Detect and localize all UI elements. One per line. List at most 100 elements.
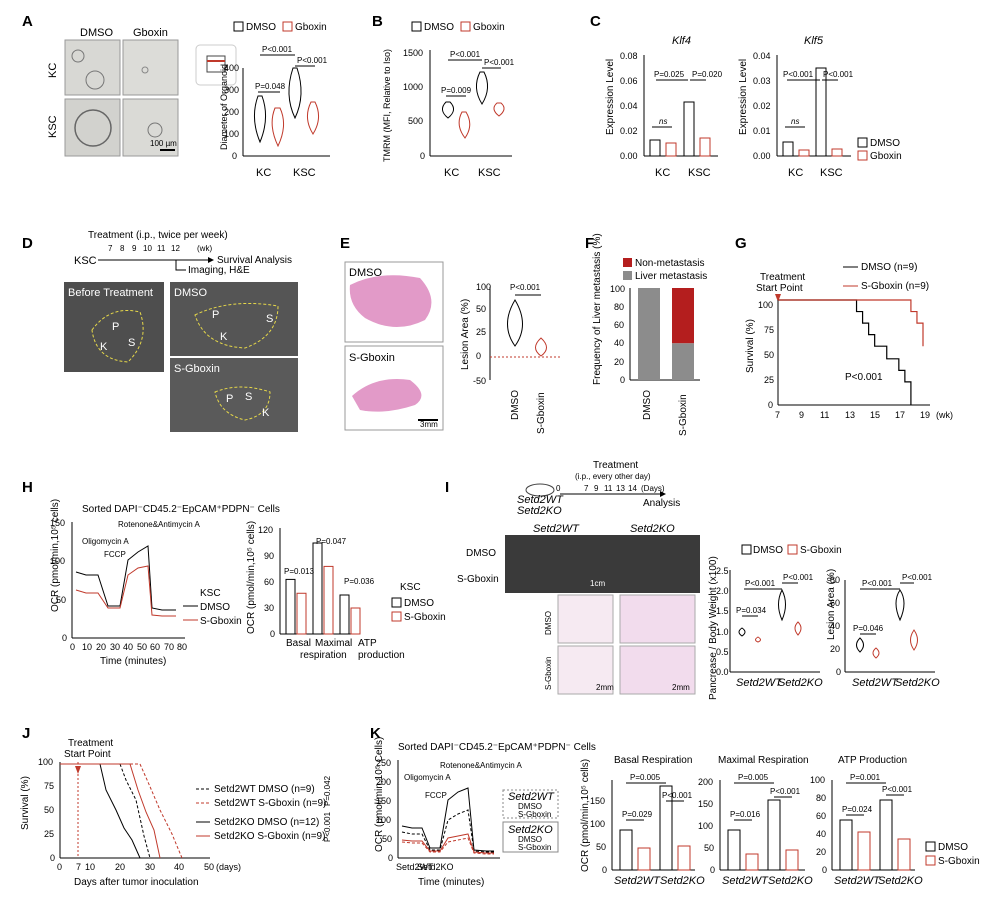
f-bar-met [672, 343, 694, 380]
h-bar [350, 607, 361, 635]
f-xtick-sgboxin: S-Gboxin [678, 394, 689, 436]
i-analysis: Analysis [643, 498, 680, 509]
i-day: 13 [616, 484, 625, 493]
k-ytick: 200 [376, 777, 391, 787]
k1-bar [677, 845, 691, 871]
k3-xtick-wt: Setd2WT [834, 875, 881, 887]
b-ytick: 1000 [403, 82, 423, 92]
i-row-sgboxin: S-Gboxin [457, 574, 499, 585]
h-bar-xtick2: respiration [300, 650, 347, 661]
h-ytick: 100 [50, 556, 65, 566]
d-label-p3: P [226, 393, 233, 405]
k1-pval: P=0.029 [622, 810, 653, 819]
h-legend-dmso: DMSO [200, 602, 230, 613]
k1-xtick-wt: Setd2WT [614, 875, 661, 887]
e-violin [535, 337, 547, 357]
c2-ytick: 0.00 [753, 151, 771, 161]
d-label-p: P [112, 321, 119, 333]
c2-bar [831, 148, 843, 157]
c1-bar [665, 142, 677, 157]
k-ytick: 150 [376, 796, 391, 806]
j-xtick: 20 [115, 862, 125, 872]
i-he-ko-sgboxin [619, 645, 696, 695]
k1-ytick: 150 [590, 796, 605, 806]
a-violin [288, 67, 302, 120]
h-xtick: 70 [164, 642, 174, 652]
k-bar-ylabel: OCR (pmol/min,10⁵ cells) [580, 759, 591, 872]
i2-violin [856, 637, 864, 653]
k-line-wt-dmso [401, 809, 494, 853]
d-outline [194, 302, 279, 349]
k1-ytick: 50 [596, 842, 606, 852]
k2-pval: P=0.016 [730, 810, 761, 819]
b-xtick-kc: KC [444, 167, 459, 179]
c1-bar [683, 101, 695, 157]
h-bar-ytick: 30 [264, 603, 274, 613]
i-ylabel2: Lesion Area (%) [826, 569, 837, 640]
b-ylabel: TMRM (MFI, Relative to Iso) [382, 49, 392, 162]
mouse-icon [525, 483, 555, 497]
j-xtick: 50 [204, 862, 214, 872]
k-ytick: 50 [382, 834, 392, 844]
h-xtick: 20 [96, 642, 106, 652]
d-outline [91, 310, 144, 363]
panel-letter-e: E [340, 235, 350, 252]
h-pval: P=0.047 [316, 537, 347, 546]
d-day: 9 [132, 244, 137, 253]
e-ytick: 50 [476, 304, 486, 314]
h-xtick: 10 [82, 642, 92, 652]
j-xunit: (days) [216, 862, 241, 872]
i-he-wt-dmso [557, 594, 614, 644]
k2-xtick-ko: Setd2KO [768, 875, 813, 887]
i1-violin [755, 636, 761, 643]
a-pval: P<0.001 [297, 56, 328, 65]
h-pval: P=0.036 [344, 577, 375, 586]
h-ytick: 0 [62, 633, 67, 643]
g-xtick: 13 [845, 410, 855, 420]
i1-ytick: 2.5 [716, 566, 729, 576]
c1-bar [699, 137, 711, 157]
panel-c: Klf4 Klf5 Expression Level 0.00 0.02 0.0… [605, 35, 902, 179]
b-legend-dmso: DMSO [424, 22, 454, 33]
a-scalebar-label: 100 µm [150, 139, 177, 148]
e-ytick: 0 [476, 351, 481, 361]
c2-pval: ns [791, 117, 799, 126]
i2-violin [910, 629, 918, 651]
panel-g: Treatment Start Point DMSO (n=9) S-Gboxi… [745, 262, 953, 420]
c1-xtick-ksc: KSC [688, 167, 711, 179]
j-annot-2: Start Point [64, 749, 111, 760]
k1-ytick: 100 [590, 819, 605, 829]
g-annot-1: Treatment [760, 272, 805, 283]
i-scalebar3: 2mm [672, 683, 690, 692]
f-legend-nonmet: Non-metastasis [635, 258, 704, 269]
k-legend-sgboxin-box [925, 855, 936, 866]
j-curve-wt-dmso [60, 763, 151, 859]
i2-ytick: 20 [830, 644, 840, 654]
g-curve-0 [778, 299, 912, 405]
a-col-dmso: DMSO [80, 27, 113, 39]
panel-d: Treatment (i.p., twice per week) 7 8 9 1… [64, 230, 298, 432]
table-icon [195, 44, 237, 86]
i-mouse-ko: Setd2KO [517, 505, 562, 517]
k-line-ko-sgboxin [401, 833, 494, 854]
h-annot-oligo: Oligomycin A [82, 537, 129, 546]
k-legend-dmso-box [925, 841, 936, 852]
f-ytick: 20 [614, 357, 624, 367]
d-arrow-head [208, 257, 214, 263]
g-xunit: (wk) [936, 410, 953, 420]
i1-violin [794, 621, 802, 636]
i2-ytick: 40 [830, 621, 840, 631]
c-legend-gboxin: Gboxin [870, 151, 902, 162]
i1-ytick: 1.0 [716, 627, 729, 637]
g-ytick: 0 [768, 400, 773, 410]
b-pval: P<0.001 [484, 58, 515, 67]
h-bar [323, 565, 334, 635]
b-violin [476, 71, 488, 105]
k-bar-title: ATP Production [838, 755, 907, 766]
j-pval: P<0.001 [323, 811, 332, 842]
d-imaging: Imaging, H&E [188, 265, 250, 276]
a-ylabel: Diameter of Organoid [219, 64, 229, 150]
i1-violin [738, 627, 746, 637]
i-arrow-head [660, 491, 666, 497]
k-annot-oligo: Oligomycin A [404, 773, 451, 782]
